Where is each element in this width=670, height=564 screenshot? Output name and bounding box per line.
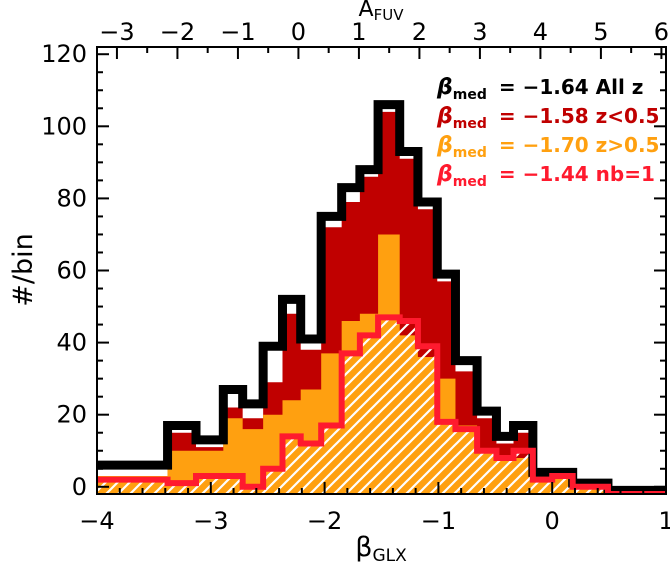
legend-entry: βmed = −1.44 nb=1 [436,162,655,190]
series-nb-1-hatch [97,317,666,494]
x-tick-label: 1 [658,507,670,535]
top-tick-label: 5 [593,18,608,46]
axis-labels: βGLX AFUV #/bin [8,0,407,564]
top-tick-label: 1 [351,18,366,46]
top-tick-label: 6 [654,18,669,46]
top-tick-label: 3 [472,18,487,46]
y-tick-label: 20 [56,401,87,429]
top-tick-label: 0 [291,18,306,46]
histogram-bars [97,100,666,494]
top-axis-label: AFUV [359,0,405,24]
series-nb-1-outline [97,314,666,494]
x-axis-label: βGLX [355,532,407,564]
top-tick-label: 2 [412,18,427,46]
series-all-z-outline [97,100,666,494]
legend-entry: βmed = −1.58 z<0.5 [436,104,659,132]
x-tick-label: −3 [193,507,228,535]
top-tick-label: 4 [533,18,548,46]
y-tick-label: 0 [72,473,87,501]
y-tick-label: 80 [56,184,87,212]
top-tick-label: −1 [220,18,255,46]
x-tick-label: −4 [79,507,114,535]
y-tick-label: 40 [56,329,87,357]
x-tick-label: −1 [421,507,456,535]
x-tick-label: −2 [307,507,342,535]
y-axis-label: #/bin [8,233,39,306]
legend-entry: βmed = −1.70 z>0.5 [436,133,659,161]
x-tick-label: 0 [545,507,560,535]
legend-entry: βmed = −1.64 All z [436,75,643,103]
top-tick-label: −2 [160,18,195,46]
y-tick-label: 120 [41,40,87,68]
top-tick-label: −3 [99,18,134,46]
y-tick-label: 60 [56,257,87,285]
y-tick-label: 100 [41,112,87,140]
